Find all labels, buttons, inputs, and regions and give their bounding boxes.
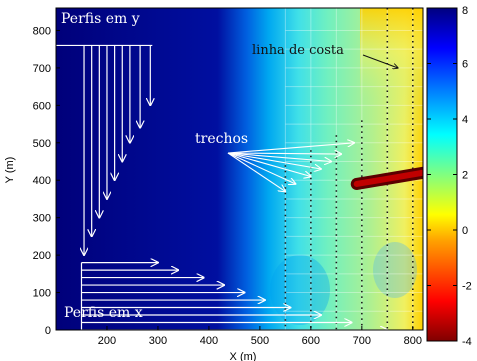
colorbar-tick-label: -4 bbox=[462, 336, 472, 348]
y-axis-ticks: 0 100 200 300 400 500 600 700 800 bbox=[33, 25, 60, 337]
colorbar-tick-label: 2 bbox=[462, 170, 468, 182]
profiles-x-arrows bbox=[80, 263, 387, 330]
structure-marker bbox=[350, 166, 423, 190]
y-tick-label: 100 bbox=[33, 288, 51, 300]
x-tick-label: 700 bbox=[353, 335, 371, 347]
y-tick-label: 600 bbox=[33, 100, 51, 112]
annotation-linha-costa: linha de costa bbox=[252, 43, 344, 58]
annotation-perfis-x: Perfis em x bbox=[64, 305, 143, 321]
y-tick-label: 500 bbox=[33, 138, 51, 150]
x-axis-label: X (m) bbox=[230, 351, 257, 361]
trecho-arrow bbox=[227, 152, 321, 169]
x-tick-label: 300 bbox=[149, 335, 167, 347]
y-tick-label: 300 bbox=[33, 213, 51, 225]
profiles-y-arrows bbox=[56, 44, 152, 255]
y-axis-label: Y (m) bbox=[4, 157, 16, 184]
trecho-arrow bbox=[227, 152, 285, 191]
trecho-arrow bbox=[227, 152, 311, 176]
colorbar-tick-label: 4 bbox=[462, 114, 468, 126]
colorbar-tick-label: 8 bbox=[462, 5, 468, 17]
trechos-arrows bbox=[227, 143, 354, 192]
coastline-pointer bbox=[362, 54, 398, 68]
colorbar-tick-label: 0 bbox=[462, 225, 468, 237]
trecho-arrow bbox=[227, 152, 296, 184]
x-tick-label: 600 bbox=[302, 335, 320, 347]
depth-field bbox=[56, 8, 423, 330]
colorbar-tick-label: -2 bbox=[462, 281, 472, 293]
x-tick-label: 800 bbox=[404, 335, 422, 347]
x-axis-ticks: 200 300 400 500 600 700 800 bbox=[98, 326, 422, 347]
y-tick-label: 800 bbox=[33, 25, 51, 37]
y-tick-label: 400 bbox=[33, 175, 51, 187]
y-tick-label: 200 bbox=[33, 250, 51, 262]
trecho-arrow bbox=[227, 153, 341, 154]
plot-frame bbox=[55, 7, 424, 331]
x-tick-label: 500 bbox=[251, 335, 269, 347]
structure-inner bbox=[353, 169, 423, 187]
x-tick-label: 400 bbox=[200, 335, 218, 347]
y-tick-label: 700 bbox=[33, 63, 51, 75]
x-tick-label: 200 bbox=[98, 335, 116, 347]
trecho-arrow bbox=[227, 152, 331, 162]
y-tick-label: 0 bbox=[45, 325, 51, 337]
trecho-arrow bbox=[227, 143, 354, 154]
annotation-perfis-y: Perfis em y bbox=[61, 11, 140, 27]
colorbar-ticks: -4 -2 0 2 4 6 8 bbox=[427, 5, 472, 348]
colorbar-tick-label: 6 bbox=[462, 59, 468, 71]
colorbar bbox=[426, 7, 458, 342]
annotation-trechos: trechos bbox=[195, 131, 248, 147]
